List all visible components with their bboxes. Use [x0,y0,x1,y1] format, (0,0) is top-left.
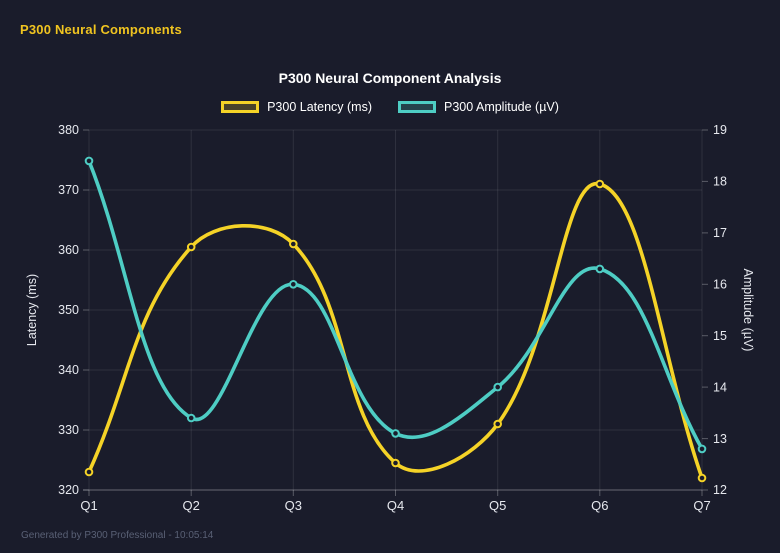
data-point-marker[interactable] [595,264,605,274]
data-point-marker[interactable] [697,444,707,454]
left-axis-tick-label: 360 [58,243,79,257]
axes: 320 330 340 350 360 370 380 12 13 14 15 16 17 18 19 Q1 Q… [25,123,755,513]
left-axis-tick-label: 350 [58,303,79,317]
data-point-marker[interactable] [493,419,503,429]
legend-item-amplitude[interactable]: P300 Amplitude (µV) [398,100,559,114]
left-axis-tick-label: 330 [58,423,79,437]
legend-label-amplitude: P300 Amplitude (µV) [444,100,559,114]
right-axis-tick-label: 19 [713,123,727,137]
x-axis-tick-label: Q2 [183,498,200,513]
left-axis-tick-label: 320 [58,483,79,497]
right-axis-title: Amplitude (µV) [741,269,755,352]
right-axis-tick-label: 14 [713,380,727,394]
chart-title: P300 Neural Component Analysis [278,70,502,86]
x-axis-tick-label: Q4 [387,498,404,513]
page-title: P300 Neural Components [20,22,182,37]
data-point-marker[interactable] [391,458,400,468]
data-point-marker[interactable] [493,382,503,392]
right-axis-tick-label: 15 [713,329,727,343]
x-axis-tick-label: Q6 [591,498,608,513]
right-axis-tick-label: 17 [713,226,727,240]
data-point-marker[interactable] [186,413,196,423]
x-axis-tick-label: Q7 [693,498,710,513]
data-point-marker[interactable] [289,280,298,289]
data-point-marker[interactable] [697,473,707,483]
right-axis-tick-label: 16 [713,278,727,292]
data-point-marker[interactable] [391,429,400,438]
left-axis-tick-label: 370 [58,183,79,197]
legend-item-latency[interactable]: P300 Latency (ms) [221,100,372,114]
x-axis-tick-label: Q5 [489,498,506,513]
series-lines [84,156,707,483]
legend-label-latency: P300 Latency (ms) [267,100,372,114]
right-axis-tick-label: 18 [713,175,727,189]
right-axis-tick-label: 13 [713,432,727,446]
data-point-marker[interactable] [84,467,94,477]
x-axis-tick-label: Q3 [285,498,302,513]
amplitude-series-swatch [398,101,436,113]
right-axis-tick-label: 12 [713,483,727,497]
data-point-marker[interactable] [186,242,196,252]
series-right [84,156,707,454]
left-axis-tick-label: 380 [58,123,79,137]
series-left [84,179,707,483]
footer-status-text: Generated by P300 Professional - 10:05:1… [21,530,214,541]
x-axis-tick-label: Q1 [80,498,97,513]
left-axis-tick-label: 340 [58,363,79,377]
chart-legend: P300 Latency (ms) P300 Amplitude (µV) [0,100,780,114]
data-point-marker[interactable] [84,156,94,166]
data-point-marker[interactable] [289,239,298,249]
latency-series-swatch [221,101,260,113]
gridlines [88,129,703,491]
data-point-marker[interactable] [595,179,605,189]
left-axis-title: Latency (ms) [25,274,39,346]
